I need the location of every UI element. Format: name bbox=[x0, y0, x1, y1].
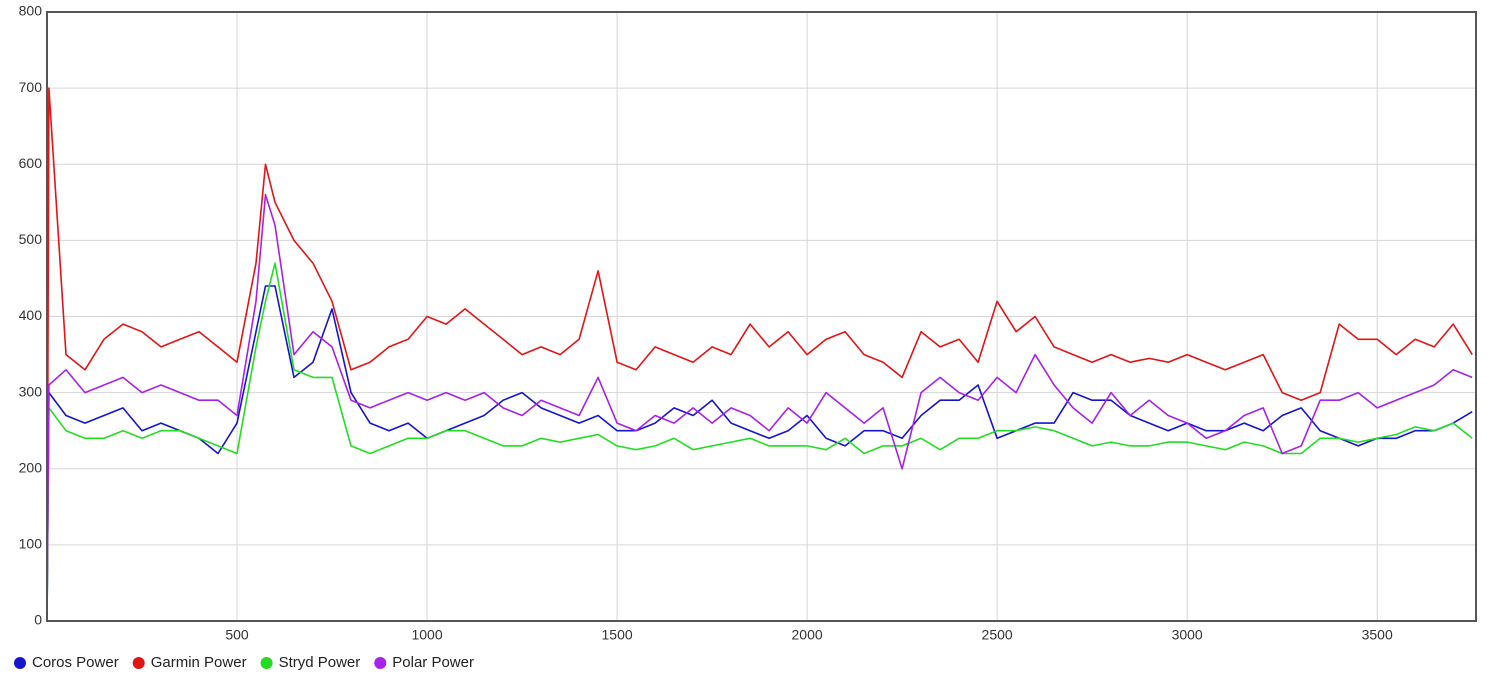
legend: Coros Power Garmin Power Stryd Power Polar … bbox=[14, 654, 474, 671]
y-tick-label: 600 bbox=[19, 155, 43, 171]
legend-marker bbox=[374, 657, 387, 669]
legend-label: Polar Power bbox=[392, 654, 474, 671]
y-tick-label: 200 bbox=[19, 459, 43, 475]
legend-marker bbox=[14, 657, 26, 669]
series-line bbox=[46, 193, 1473, 622]
y-tick-label: 800 bbox=[19, 3, 43, 19]
x-tick-label: 500 bbox=[225, 627, 249, 643]
plot-frame bbox=[46, 11, 1477, 622]
y-tick-label: 100 bbox=[19, 536, 43, 552]
x-tick-label: 2000 bbox=[792, 627, 823, 643]
y-tick-label: 400 bbox=[19, 307, 43, 323]
legend-label: Garmin Power bbox=[151, 654, 247, 671]
legend-label: Coros Power bbox=[32, 654, 119, 671]
legend-marker bbox=[132, 657, 145, 669]
series-line bbox=[46, 262, 1473, 622]
x-tick-label: 3000 bbox=[1172, 627, 1203, 643]
y-tick-label: 500 bbox=[19, 231, 43, 247]
lines bbox=[46, 87, 1473, 622]
x-tick-label: 1500 bbox=[602, 627, 633, 643]
y-tick-label: 700 bbox=[19, 79, 43, 95]
x-tick-label: 3500 bbox=[1362, 627, 1393, 643]
grid: 0 100 200 300 400 500 600 700 800 500 1000 1500 2000… bbox=[19, 3, 1476, 643]
series-line bbox=[46, 285, 1473, 622]
x-tick-label: 2500 bbox=[982, 627, 1013, 643]
legend-marker bbox=[260, 657, 273, 669]
y-tick-label: 300 bbox=[19, 383, 43, 399]
x-tick-label: 1000 bbox=[411, 627, 442, 643]
y-tick-label: 0 bbox=[34, 612, 42, 628]
series-line bbox=[46, 87, 1473, 622]
legend-label: Stryd Power bbox=[279, 654, 361, 671]
